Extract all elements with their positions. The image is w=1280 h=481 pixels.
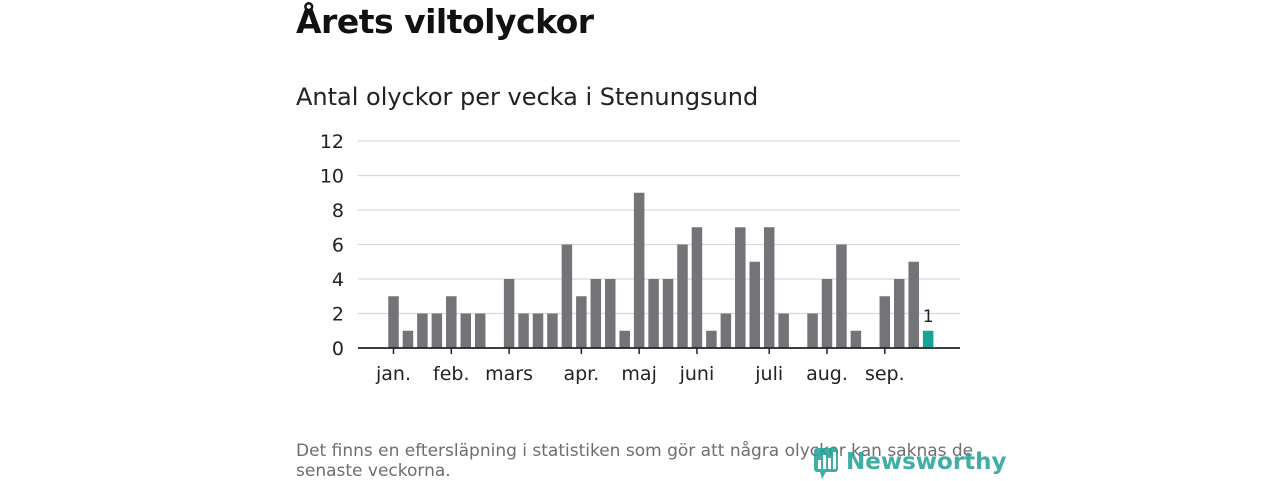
bar <box>677 244 688 348</box>
page-title: Årets viltolyckor <box>296 2 594 41</box>
bar <box>605 279 616 348</box>
bar <box>474 313 486 348</box>
y-tick-label: 0 <box>332 338 344 360</box>
y-tick-label: 2 <box>332 304 344 326</box>
newsworthy-logo-icon <box>814 448 838 479</box>
y-tick-label: 6 <box>332 235 344 257</box>
x-tick-label: apr. <box>563 363 599 385</box>
bar <box>894 279 905 348</box>
footnote: Det finns en eftersläpning i statistiken… <box>296 441 974 481</box>
bar <box>633 192 645 348</box>
bar <box>691 227 703 348</box>
newsworthy-logo-text: Newsworthy <box>846 449 1007 475</box>
bar <box>561 244 573 348</box>
bar <box>879 296 891 348</box>
x-tick-label: juni <box>679 363 715 385</box>
bar <box>763 227 775 348</box>
bar <box>460 313 471 348</box>
bar <box>836 244 847 348</box>
y-tick-label: 10 <box>320 166 344 188</box>
bar <box>431 313 443 348</box>
bar <box>749 261 760 348</box>
bar <box>547 313 558 348</box>
newsworthy-logo: Newsworthy <box>812 444 1007 480</box>
bar <box>706 330 717 348</box>
bar <box>648 279 659 348</box>
bar <box>388 296 399 348</box>
bar <box>821 279 833 348</box>
y-tick-label: 4 <box>332 269 344 291</box>
bar <box>619 330 630 348</box>
bar <box>576 296 587 348</box>
bar <box>417 313 428 348</box>
bar <box>662 279 674 348</box>
bar <box>908 261 919 348</box>
bar <box>590 279 602 348</box>
bar <box>720 313 732 348</box>
y-tick-label: 12 <box>320 131 344 153</box>
chart-subtitle: Antal olyckor per vecka i Stenungsund <box>296 83 759 111</box>
x-tick-label: jan. <box>375 363 411 385</box>
bar <box>532 313 544 348</box>
x-tick-label: feb. <box>433 363 469 385</box>
x-tick-label: juli <box>754 363 783 385</box>
bar <box>735 227 746 348</box>
bar <box>807 313 818 348</box>
bar <box>518 313 529 348</box>
x-tick-label: aug. <box>806 363 848 385</box>
bar <box>446 296 457 348</box>
data-label: 1 <box>923 307 934 327</box>
x-tick-label: sep. <box>865 363 905 385</box>
bar <box>402 330 414 348</box>
bar <box>778 313 789 348</box>
bar <box>850 330 862 348</box>
x-tick-label: mars <box>485 363 533 385</box>
x-tick-label: maj <box>621 363 656 385</box>
y-tick-label: 8 <box>332 200 344 222</box>
bar <box>503 279 515 348</box>
bar-chart: 0 2 4 6 8 10 12 1 jan. feb. mars apr. maj juni juli aug… <box>320 131 960 385</box>
bar-highlight <box>922 330 934 348</box>
